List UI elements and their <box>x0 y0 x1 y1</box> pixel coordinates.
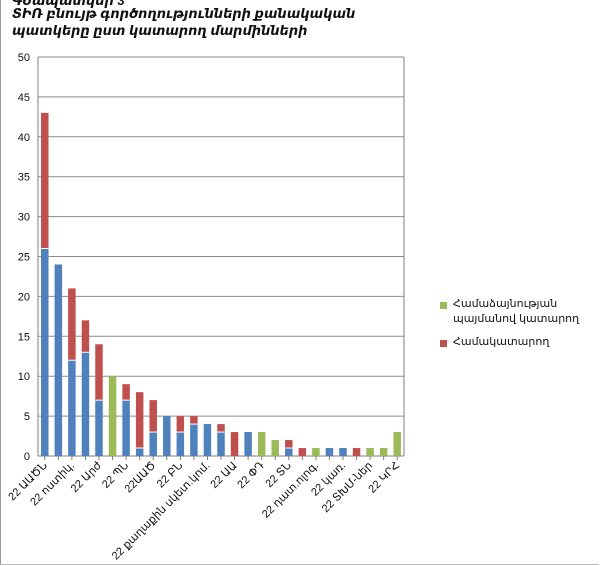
bar-segment <box>271 440 279 456</box>
bar-segment <box>95 344 103 401</box>
bar-segment <box>379 448 388 456</box>
bar-segment <box>176 432 185 456</box>
chart-title-partial: Գծապատկեր 3 <box>12 0 125 8</box>
legend-label-agreement: Համաձայնության պայմանով կատարող <box>453 298 580 325</box>
bar-segment <box>81 352 90 456</box>
y-tick-label: 10 <box>18 371 30 383</box>
bar-segment <box>285 440 293 449</box>
bar-segment <box>393 432 401 456</box>
y-tick-label: 30 <box>18 212 30 224</box>
x-tick-label: 22 ՓԴ <box>235 460 266 491</box>
chart-title: ՏԻՌ բնույթ գործողությունների քանակական պ… <box>12 6 356 38</box>
legend: Համաձայնության պայմանով կատարող Համակատա… <box>440 297 580 358</box>
bar-segment <box>176 416 185 433</box>
x-tick-label: 22 Արժ <box>69 459 105 495</box>
bar-segment <box>325 448 334 456</box>
legend-item-co-performer: Համակատարող <box>440 335 580 350</box>
bar-segment <box>163 416 171 456</box>
bar-segment <box>122 384 130 401</box>
y-tick-label: 25 <box>18 252 30 264</box>
bar-segment <box>190 424 198 456</box>
bar-segment <box>312 448 320 456</box>
bar-segment <box>149 400 157 433</box>
bar-segment <box>190 416 198 425</box>
bar-segment <box>339 448 347 456</box>
bar-segment <box>95 400 103 456</box>
bar-segment <box>54 264 63 456</box>
bar-segment <box>41 248 49 456</box>
bar-segment <box>366 448 374 456</box>
y-tick-label: 40 <box>18 132 30 144</box>
y-tick-label: 50 <box>18 52 30 64</box>
y-tick-label: 5 <box>24 411 30 423</box>
y-tick-label: 0 <box>24 451 30 463</box>
bar-segment <box>203 424 212 456</box>
bar-segment <box>257 432 266 456</box>
bar-segment <box>352 448 361 456</box>
y-tick-label: 35 <box>18 172 30 184</box>
y-tick-label: 20 <box>18 291 30 303</box>
y-tick-label: 45 <box>18 92 30 104</box>
legend-swatch-co-performer <box>440 340 447 347</box>
bar-segment <box>122 400 130 456</box>
legend-label-co-performer: Համակատարող <box>453 336 550 348</box>
legend-item-agreement: Համաձայնության պայմանով կատարող <box>440 297 580 327</box>
bar-segment <box>41 112 49 249</box>
bar-segment <box>135 392 144 449</box>
bar-segment <box>217 424 225 433</box>
bar-segment <box>135 448 144 456</box>
x-tick-label: 22 ԱԱ <box>208 460 239 491</box>
bar-segment <box>81 320 90 353</box>
y-tick-label: 15 <box>18 331 30 343</box>
legend-swatch-agreement <box>440 302 447 309</box>
bar-segment <box>68 360 76 456</box>
bar-segment <box>217 432 225 456</box>
bar-segment <box>230 432 239 456</box>
bar-segment <box>108 376 117 456</box>
bar-segment <box>68 288 76 361</box>
bar-segment <box>298 448 307 456</box>
bar-segment <box>149 432 157 456</box>
bar-segment <box>285 448 293 456</box>
bar-segment <box>244 432 252 456</box>
